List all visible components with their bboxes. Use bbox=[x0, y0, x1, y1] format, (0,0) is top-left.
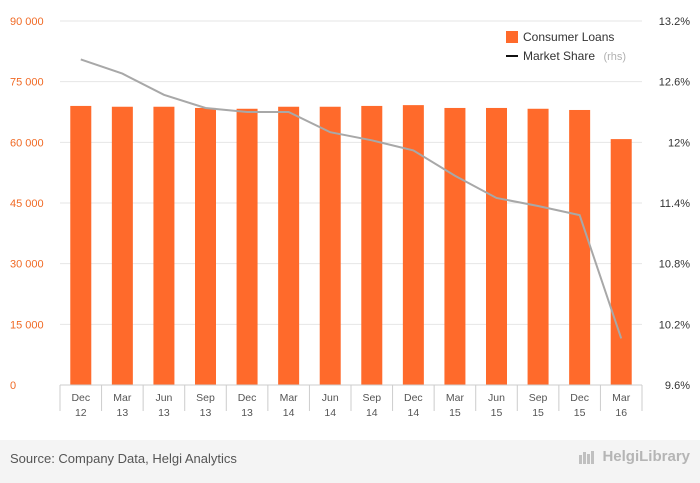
bar bbox=[70, 105, 92, 385]
left-tick-label: 0 bbox=[10, 380, 16, 392]
library-icon bbox=[579, 450, 595, 464]
right-tick-label: 10.8% bbox=[659, 259, 690, 271]
x-tick-label-month: Jun bbox=[488, 392, 505, 404]
market-share-line bbox=[80, 58, 623, 339]
x-tick-label-year: 15 bbox=[574, 407, 586, 419]
chart: 0 15 000 30 000 45 000 60 000 75 000 90 000 9.… bbox=[10, 16, 690, 419]
x-tick-label-year: 16 bbox=[615, 407, 627, 419]
bar bbox=[236, 108, 258, 386]
x-tick-label-month: Sep bbox=[529, 392, 548, 404]
left-axis: 0 15 000 30 000 45 000 60 000 75 000 90 000 bbox=[10, 16, 44, 392]
x-tick-label-year: 14 bbox=[283, 407, 295, 419]
bar bbox=[569, 109, 591, 385]
bar bbox=[610, 139, 632, 385]
x-tick-label-year: 14 bbox=[324, 407, 336, 419]
x-tick-label-month: Sep bbox=[362, 392, 381, 404]
logo-text: HelgiLibrary bbox=[602, 448, 690, 465]
bar bbox=[444, 107, 466, 385]
x-tick-label-month: Jun bbox=[155, 392, 172, 404]
right-tick-label: 12.6% bbox=[659, 77, 690, 89]
legend: Consumer Loans Market Share (rhs) bbox=[506, 30, 626, 64]
left-tick-label: 90 000 bbox=[10, 16, 44, 28]
x-axis: Dec 12 Mar 13 Jun 13 Sep 13 Dec 13 Mar 14 Jun 14 Sep 14… bbox=[59, 384, 643, 419]
x-tick-label-year: 14 bbox=[366, 407, 378, 419]
x-tick-label-month: Dec bbox=[404, 392, 423, 404]
left-tick-label: 45 000 bbox=[10, 198, 44, 210]
x-tick-label-year: 15 bbox=[532, 407, 544, 419]
right-tick-label: 12% bbox=[668, 137, 690, 149]
x-tick-label-month: Dec bbox=[238, 392, 257, 404]
right-tick-label: 9.6% bbox=[665, 380, 690, 392]
footer-bar bbox=[0, 440, 700, 483]
gridlines bbox=[60, 20, 642, 386]
bar bbox=[319, 106, 341, 386]
bar bbox=[361, 105, 383, 385]
bar bbox=[111, 106, 133, 386]
x-tick-label-year: 13 bbox=[117, 407, 129, 419]
x-tick-label-month: Mar bbox=[446, 392, 465, 404]
x-tick-label-month: Dec bbox=[71, 392, 90, 404]
right-axis: 9.6% 10.2% 10.8% 11.4% 12% 12.6% 13.2% bbox=[659, 16, 690, 392]
right-tick-label: 11.4% bbox=[660, 198, 691, 210]
x-tick-label-month: Jun bbox=[322, 392, 339, 404]
left-tick-label: 15 000 bbox=[10, 319, 44, 331]
left-tick-label: 75 000 bbox=[10, 77, 44, 89]
bar bbox=[278, 106, 300, 386]
right-tick-label: 10.2% bbox=[659, 319, 690, 331]
legend-label-market-share-name: Market Share bbox=[523, 49, 595, 63]
line-series bbox=[80, 58, 623, 339]
source-note: Source: Company Data, Helgi Analytics bbox=[10, 451, 237, 466]
bar bbox=[486, 107, 507, 385]
left-tick-label: 30 000 bbox=[10, 259, 44, 271]
x-tick-label-year: 15 bbox=[491, 407, 503, 419]
bar bbox=[402, 105, 424, 385]
x-tick-label-year: 13 bbox=[241, 407, 253, 419]
x-tick-label-month: Dec bbox=[570, 392, 589, 404]
x-tick-label-year: 15 bbox=[449, 407, 461, 419]
x-tick-label-year: 13 bbox=[158, 407, 170, 419]
bar bbox=[195, 107, 216, 385]
bar-series bbox=[70, 105, 632, 386]
x-tick-label-month: Mar bbox=[113, 392, 132, 404]
bar bbox=[153, 106, 175, 386]
bar bbox=[527, 108, 549, 386]
x-tick-label-month: Mar bbox=[280, 392, 299, 404]
left-tick-label: 60 000 bbox=[10, 137, 44, 149]
right-tick-label: 13.2% bbox=[659, 16, 690, 28]
legend-label-market-share-suffix: (rhs) bbox=[603, 51, 626, 63]
x-tick-label-month: Mar bbox=[612, 392, 631, 404]
x-tick-label-month: Sep bbox=[196, 392, 215, 404]
legend-label-consumer-loans: Consumer Loans bbox=[523, 30, 614, 44]
legend-swatch-consumer-loans bbox=[506, 31, 518, 43]
legend-label-market-share: Market Share (rhs) bbox=[523, 47, 626, 64]
x-tick-label-year: 13 bbox=[200, 407, 212, 419]
helgi-library-logo[interactable]: HelgiLibrary bbox=[578, 448, 690, 465]
x-tick-label-year: 14 bbox=[408, 407, 420, 419]
x-tick-label-year: 12 bbox=[75, 407, 87, 419]
